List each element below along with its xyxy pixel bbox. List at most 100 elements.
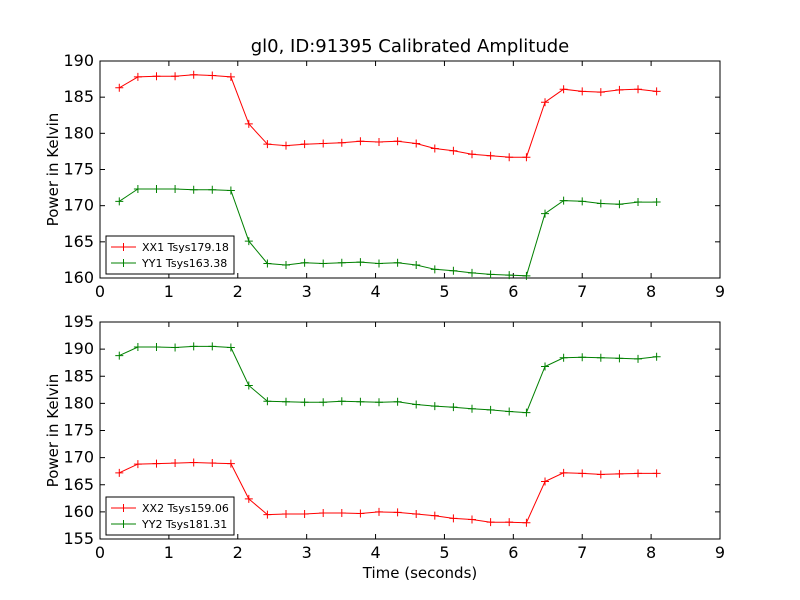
data-point	[282, 260, 290, 269]
data-point	[133, 460, 142, 469]
data-point	[115, 197, 124, 206]
data-point	[244, 381, 253, 390]
data-point	[468, 268, 476, 277]
data-point	[208, 71, 217, 80]
data-point	[171, 343, 180, 352]
data-point	[226, 72, 235, 81]
data-point	[652, 469, 661, 478]
data-point	[596, 470, 605, 479]
y-tick-label: 185	[63, 87, 94, 106]
legend-entry: XX2 Tsys159.06	[142, 502, 229, 515]
data-point	[319, 398, 328, 407]
data-point	[596, 88, 605, 97]
data-point	[282, 510, 290, 519]
data-point	[263, 259, 272, 268]
data-point	[468, 515, 476, 524]
data-point	[375, 259, 383, 268]
data-point	[652, 198, 661, 207]
y-tick-label: 195	[63, 312, 94, 331]
data-point	[615, 200, 624, 209]
data-point	[449, 403, 458, 412]
legend-marker	[119, 520, 128, 528]
data-point	[541, 362, 550, 371]
data-point	[505, 407, 514, 416]
data-point	[356, 397, 365, 406]
data-point	[505, 518, 514, 527]
data-point	[596, 353, 605, 362]
data-point	[505, 153, 514, 162]
data-point	[152, 342, 161, 351]
data-point	[634, 198, 643, 207]
y-tick-label: 175	[63, 160, 94, 179]
data-point	[133, 72, 142, 81]
x-axis-label: Time (seconds)	[362, 564, 478, 582]
data-point	[652, 352, 661, 361]
data-point	[541, 477, 550, 486]
data-point	[337, 508, 346, 517]
data-point	[375, 138, 383, 147]
data-point	[171, 459, 180, 468]
data-point	[226, 459, 235, 468]
y-tick-label: 165	[63, 475, 94, 494]
data-point	[541, 209, 550, 218]
data-point	[152, 185, 161, 194]
data-point	[559, 85, 568, 94]
data-point	[263, 140, 272, 149]
data-point	[208, 185, 217, 194]
x-tick-label: 2	[233, 543, 243, 562]
data-point	[486, 270, 495, 279]
x-tick-label: 5	[439, 543, 449, 562]
y-tick-label: 180	[63, 393, 94, 412]
data-point	[559, 468, 568, 477]
data-point	[393, 137, 402, 146]
data-point	[522, 518, 531, 527]
legend-marker	[119, 259, 128, 267]
data-point	[133, 185, 142, 194]
data-point	[133, 342, 142, 351]
data-point	[615, 354, 624, 363]
data-point	[244, 119, 253, 128]
legend-marker	[119, 504, 128, 512]
legend-entry: XX1 Tsys179.18	[142, 241, 229, 254]
data-point	[152, 72, 161, 81]
data-point	[486, 518, 495, 527]
data-point	[412, 510, 421, 519]
data-point	[634, 469, 643, 478]
data-point	[356, 137, 365, 146]
x-tick-label: 3	[302, 282, 312, 301]
data-point	[596, 199, 605, 208]
y-tick-label: 170	[63, 196, 94, 215]
y-axis-label: Power in Kelvin	[44, 113, 62, 227]
data-point	[171, 185, 180, 194]
data-point	[226, 186, 235, 195]
x-tick-label: 8	[646, 543, 656, 562]
data-point	[522, 153, 531, 162]
y-tick-label: 160	[63, 268, 94, 287]
data-point	[189, 342, 198, 351]
data-point	[300, 258, 309, 267]
data-point	[522, 408, 531, 417]
data-point	[356, 509, 365, 518]
data-point	[300, 140, 309, 149]
data-point	[337, 138, 346, 147]
x-tick-label: 0	[95, 543, 105, 562]
y-tick-label: 180	[63, 123, 94, 142]
data-point	[578, 87, 587, 96]
data-point	[300, 510, 309, 519]
data-point	[634, 354, 643, 363]
y-tick-label: 160	[63, 502, 94, 521]
data-point	[337, 397, 346, 406]
data-point	[449, 514, 458, 523]
data-point	[541, 98, 550, 107]
y-tick-label: 165	[63, 232, 94, 251]
data-point	[412, 260, 421, 269]
x-tick-label: 5	[439, 282, 449, 301]
data-point	[152, 459, 161, 468]
data-point	[356, 258, 365, 267]
data-point	[393, 397, 402, 406]
x-tick-label: 1	[164, 543, 174, 562]
x-tick-label: 3	[302, 543, 312, 562]
data-point	[412, 139, 421, 148]
y-tick-label: 175	[63, 421, 94, 440]
x-tick-label: 9	[715, 543, 725, 562]
